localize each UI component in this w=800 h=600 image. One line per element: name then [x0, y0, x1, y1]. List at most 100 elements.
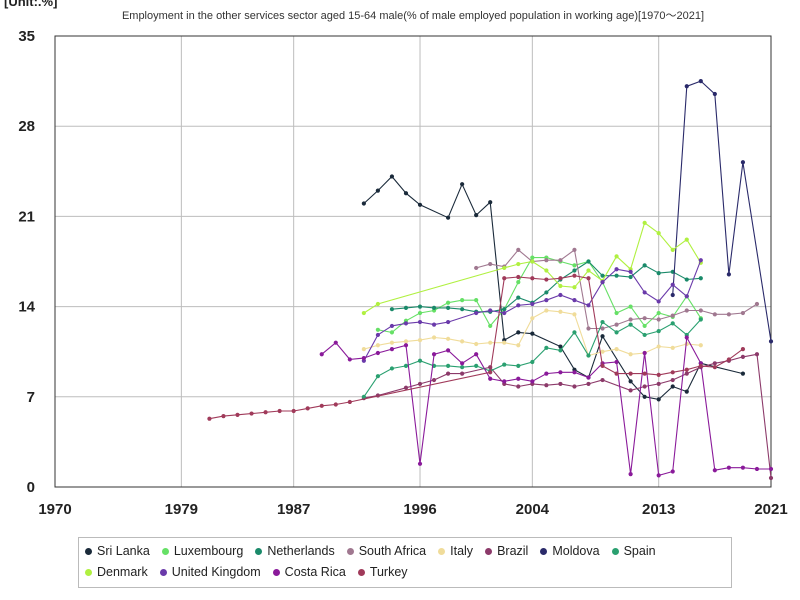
legend-item: Brazil: [485, 541, 528, 562]
data-point-spain: [586, 353, 591, 358]
legend-marker: [346, 548, 354, 556]
data-point-costa-rica: [726, 465, 731, 470]
data-point-netherlands: [516, 295, 521, 300]
y-tick-label: 21: [18, 208, 35, 225]
data-point-luxembourg: [445, 300, 451, 305]
data-point-south-africa: [642, 316, 647, 321]
data-point-sri-lanka: [740, 371, 746, 376]
data-point-brazil: [600, 377, 605, 383]
data-point-turkey: [712, 365, 717, 370]
data-point-brazil: [740, 354, 746, 359]
data-point-south-africa: [516, 247, 521, 253]
y-tick-label: 28: [18, 118, 35, 135]
data-point-spain: [403, 363, 409, 368]
data-point-united-kingdom: [403, 321, 409, 326]
data-point-netherlands: [389, 307, 395, 312]
data-point-moldova: [684, 84, 689, 89]
legend-label: Netherlands: [267, 544, 335, 558]
data-point-south-africa: [670, 313, 675, 318]
data-point-turkey: [516, 274, 521, 280]
legend-label: Costa Rica: [284, 565, 346, 579]
data-point-brazil: [417, 381, 423, 387]
series-costa-rica: [319, 335, 774, 478]
data-point-turkey: [530, 276, 535, 281]
data-point-sri-lanka: [488, 200, 493, 205]
data-point-south-africa: [586, 326, 591, 331]
data-point-moldova: [768, 339, 774, 344]
data-point-netherlands: [698, 276, 703, 281]
data-point-sri-lanka: [642, 394, 647, 399]
data-point-spain: [417, 358, 423, 363]
data-point-costa-rica: [431, 352, 437, 357]
data-point-costa-rica: [445, 348, 451, 353]
series-turkey: [207, 273, 746, 421]
data-point-south-africa: [698, 308, 703, 313]
data-point-luxembourg: [642, 323, 647, 329]
legend-item: Denmark: [85, 562, 148, 583]
y-tick-label: 7: [27, 389, 35, 406]
data-point-turkey: [698, 363, 703, 368]
data-point-costa-rica: [670, 469, 675, 474]
legend-marker: [357, 569, 365, 577]
data-point-sri-lanka: [656, 397, 661, 402]
legend-item: Turkey: [357, 562, 408, 583]
data-point-denmark: [530, 259, 535, 264]
data-point-spain: [544, 345, 549, 350]
data-point-spain: [389, 366, 395, 371]
legend-label: United Kingdom: [171, 565, 261, 579]
x-tick-label: 2013: [642, 501, 675, 518]
data-point-costa-rica: [319, 352, 324, 357]
data-point-spain: [530, 359, 535, 365]
series-line-turkey: [209, 275, 744, 420]
data-point-denmark: [361, 310, 366, 316]
data-point-brazil: [754, 352, 760, 357]
data-point-turkey: [740, 347, 746, 352]
data-point-united-kingdom: [474, 310, 479, 316]
data-point-luxembourg: [516, 280, 521, 285]
data-point-spain: [445, 363, 451, 368]
data-point-costa-rica: [375, 350, 381, 356]
data-point-costa-rica: [488, 376, 493, 381]
legend-label: Sri Lanka: [97, 544, 150, 558]
y-tick-label: 14: [18, 299, 35, 316]
data-point-costa-rica: [516, 376, 521, 381]
data-point-moldova: [712, 91, 717, 97]
data-point-spain: [670, 321, 675, 326]
data-point-sri-lanka: [417, 202, 423, 207]
data-point-turkey: [291, 408, 296, 414]
data-point-turkey: [600, 363, 605, 368]
data-point-brazil: [445, 371, 451, 376]
data-point-italy: [375, 343, 381, 348]
legend-label: Italy: [450, 544, 474, 558]
data-point-luxembourg: [614, 310, 619, 316]
series-denmark: [361, 220, 703, 316]
legend-marker: [438, 548, 446, 556]
data-point-spain: [516, 363, 521, 368]
data-point-costa-rica: [558, 370, 563, 375]
data-point-brazil: [768, 475, 774, 481]
legend-label: Denmark: [97, 565, 148, 579]
data-point-luxembourg: [488, 323, 493, 329]
data-point-italy: [389, 340, 395, 345]
data-point-united-kingdom: [389, 323, 395, 329]
data-point-south-africa: [628, 317, 633, 322]
legend-item: United Kingdom: [159, 562, 261, 583]
data-point-south-africa: [656, 317, 661, 322]
data-point-turkey: [319, 403, 324, 408]
data-point-netherlands: [445, 305, 451, 310]
legend-marker: [540, 548, 548, 556]
data-point-south-africa: [684, 308, 689, 313]
data-point-sri-lanka: [670, 384, 675, 389]
data-point-denmark: [516, 261, 521, 267]
data-point-italy: [502, 340, 507, 345]
data-point-united-kingdom: [656, 299, 661, 304]
data-point-denmark: [586, 268, 591, 273]
legend-label: Turkey: [369, 565, 408, 579]
data-point-netherlands: [642, 263, 647, 268]
data-point-turkey: [249, 411, 254, 416]
series-south-africa: [474, 247, 760, 331]
series-line-costa-rica: [321, 335, 771, 477]
series-line-united-kingdom: [363, 260, 702, 361]
data-point-turkey: [726, 357, 731, 362]
